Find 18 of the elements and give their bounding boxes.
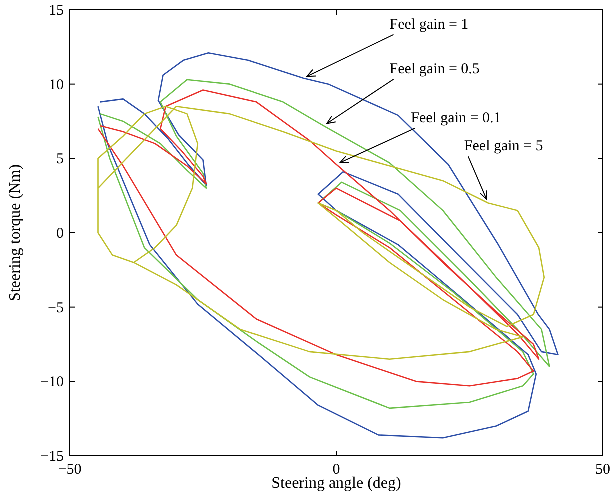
line-series: [98, 52, 559, 439]
y-tick-label: −10: [40, 374, 64, 391]
annotation: Feel gain = 5: [464, 138, 544, 155]
y-axis-title: Steering torque (Nm): [7, 164, 24, 302]
annotation: Feel gain = 1: [390, 16, 469, 33]
x-tick-label: −50: [58, 462, 82, 478]
y-tick-label: −15: [40, 449, 64, 465]
annotation: Feel gain = 0.5: [390, 61, 480, 78]
y-tick-label: 15: [49, 3, 64, 19]
line-series: [98, 106, 546, 360]
y-tick-label: 5: [56, 152, 64, 168]
y-tick-label: 0: [56, 226, 64, 242]
x-tick-label: 0: [332, 462, 340, 478]
x-axis-title: Steering angle (deg): [272, 475, 402, 492]
x-tick-label: 50: [596, 462, 610, 478]
annotation: Feel gain = 0.1: [411, 110, 502, 126]
y-tick-label: −5: [48, 300, 64, 316]
y-tick-label: 10: [49, 77, 64, 94]
